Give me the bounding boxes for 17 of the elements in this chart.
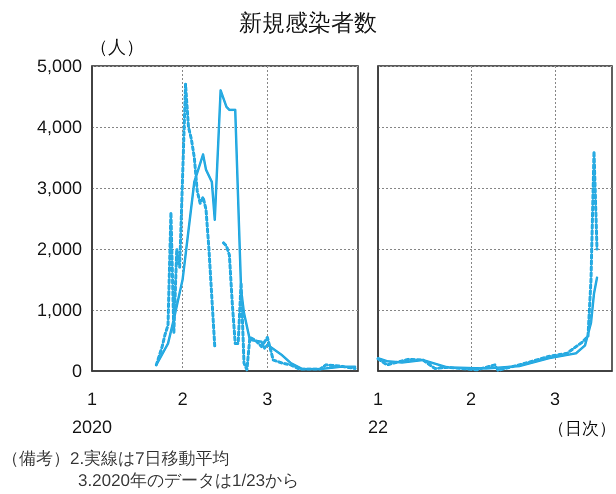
- x-tick-label: 3: [262, 389, 272, 409]
- y-tick-label: 4,000: [36, 117, 82, 137]
- text: 3.2020年のデータは1/23から: [78, 471, 300, 490]
- x-tick-label: 2: [466, 389, 476, 409]
- x-tick-label: 2: [178, 389, 188, 409]
- x-tick-label: 3: [550, 389, 560, 409]
- x-axis-title: （日次）: [548, 419, 616, 438]
- text: （備考）2.実線は7日移動平均: [2, 449, 230, 468]
- x-tick-label: 1 22: [368, 389, 388, 437]
- y-tick-label: 3,000: [36, 178, 82, 198]
- y-tick-label: 0: [72, 361, 82, 381]
- x-tick-label: 1 2020: [72, 389, 112, 437]
- y-tick-label: 2,000: [36, 239, 82, 259]
- y-tick-label: 5,000: [36, 56, 82, 76]
- y-tick-label: 1,000: [36, 300, 82, 320]
- y-axis-title: （人）: [90, 37, 144, 57]
- chart-title: 新規感染者数: [239, 10, 377, 36]
